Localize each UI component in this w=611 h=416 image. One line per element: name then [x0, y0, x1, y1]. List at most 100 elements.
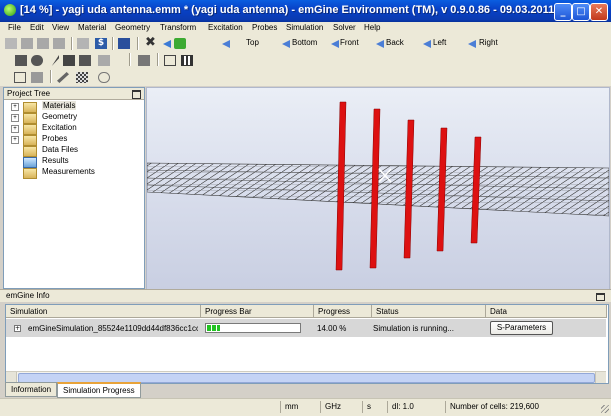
view-top-button[interactable]: Top	[246, 38, 259, 47]
scroll-thumb[interactable]	[18, 373, 595, 383]
new-file-icon[interactable]	[5, 38, 17, 49]
menu-edit[interactable]: Edit	[30, 23, 44, 32]
layer-icon[interactable]	[31, 72, 43, 83]
info-panel-header: emGine Info	[0, 289, 611, 302]
menu-view[interactable]: View	[52, 23, 70, 32]
menu-bar: File Edit View Material Geometry Transfo…	[0, 22, 611, 35]
view-top-icon[interactable]	[222, 40, 230, 48]
view-back-icon[interactable]	[376, 40, 384, 48]
box-icon[interactable]	[15, 55, 27, 66]
panel-restore-icon[interactable]	[596, 293, 605, 301]
close-icon: ✕	[594, 6, 604, 17]
check-icon[interactable]	[47, 55, 59, 66]
menu-transform[interactable]: Transform	[160, 23, 197, 32]
expand-icon[interactable]: +	[11, 136, 19, 144]
view-left-button[interactable]: Left	[433, 38, 447, 47]
save-icon[interactable]	[37, 38, 49, 49]
menu-file[interactable]: File	[8, 23, 21, 32]
col-header-simulation[interactable]: Simulation	[6, 305, 201, 318]
expand-icon[interactable]: +	[11, 125, 19, 133]
simulation-name: emGineSimulation_85524e1109dd44df836cc1c…	[28, 324, 198, 333]
close-button[interactable]: ✕	[590, 3, 608, 21]
tab-information[interactable]: Information	[5, 382, 57, 397]
yagi-elements	[335, 101, 482, 271]
mesh-icon[interactable]	[76, 72, 88, 83]
simulation-table: Simulation Progress Bar Progress Status …	[5, 304, 609, 384]
col-header-progress[interactable]: Progress	[314, 305, 372, 318]
refresh-view-icon[interactable]	[174, 38, 186, 49]
simulation-status: Simulation is running...	[373, 324, 454, 333]
status-unit-frequency: GHz	[320, 401, 359, 413]
probe-icon[interactable]	[164, 55, 176, 66]
minimize-button[interactable]: _	[554, 3, 572, 21]
frame-icon[interactable]	[14, 72, 26, 83]
target-icon[interactable]	[98, 72, 110, 83]
folder-icon	[23, 102, 37, 113]
view-left-icon[interactable]	[423, 40, 431, 48]
folder-icon	[23, 135, 37, 146]
expand-icon[interactable]: +	[11, 103, 19, 111]
horizontal-scrollbar[interactable]	[6, 371, 606, 383]
menu-geometry[interactable]: Geometry	[115, 23, 151, 32]
sphere-icon[interactable]	[31, 55, 43, 66]
menu-probes[interactable]: Probes	[252, 23, 278, 32]
port-icon[interactable]	[138, 55, 150, 66]
menu-material[interactable]: Material	[78, 23, 107, 32]
delete-icon[interactable]: ✖	[145, 35, 156, 50]
toolbar-main: $ ✖ Top Bottom Front Back Left Right	[0, 35, 611, 52]
col-header-status[interactable]: Status	[372, 305, 486, 318]
folder-icon	[23, 168, 37, 179]
progress-percent: 14.00 %	[317, 324, 347, 333]
driven-element	[369, 108, 381, 269]
open-file-icon[interactable]	[21, 38, 33, 49]
reflector-element	[335, 101, 347, 271]
progress-bar-fill	[207, 325, 220, 331]
project-tree-panel: Project Tree + Materials + Geometry + Ex…	[3, 87, 145, 289]
progress-bar	[205, 323, 301, 333]
view-bottom-button[interactable]: Bottom	[292, 38, 318, 47]
status-bar: mm GHz s dl: 1.0 Number of cells: 219,60…	[0, 398, 611, 416]
scroll-left-button[interactable]	[6, 372, 17, 383]
view-right-button[interactable]: Right	[479, 38, 498, 47]
status-unit-time: s	[362, 401, 387, 413]
menu-simulation[interactable]: Simulation	[286, 23, 324, 32]
menu-excitation[interactable]: Excitation	[208, 23, 243, 32]
s-parameters-button[interactable]: S-Parameters	[490, 321, 553, 335]
director-element-1	[403, 119, 415, 259]
maximize-icon: □	[576, 6, 586, 17]
table-row[interactable]: + emGineSimulation_85524e1109dd44df836cc…	[6, 319, 606, 337]
folder-icon	[23, 113, 37, 124]
cylinder-icon[interactable]	[63, 55, 75, 66]
settings-icon[interactable]: $	[95, 38, 107, 49]
scroll-right-button[interactable]	[595, 372, 606, 383]
tools-icon[interactable]	[57, 72, 69, 83]
view-front-icon[interactable]	[331, 40, 339, 48]
grid-icon[interactable]	[181, 55, 193, 66]
toolbar-tools	[0, 68, 611, 86]
view-right-icon[interactable]	[468, 40, 476, 48]
maximize-button[interactable]: □	[572, 3, 590, 21]
director-element-3	[470, 136, 482, 244]
resize-grip-icon[interactable]	[601, 405, 609, 413]
expand-icon[interactable]: +	[11, 114, 19, 122]
minimize-icon: _	[560, 6, 566, 17]
status-dl: dl: 1.0	[387, 401, 444, 413]
tab-simulation-progress[interactable]: Simulation Progress	[57, 382, 141, 398]
menu-help[interactable]: Help	[364, 23, 381, 32]
col-header-data[interactable]: Data	[486, 305, 607, 318]
cube-icon[interactable]	[79, 55, 91, 66]
3d-viewport[interactable]	[146, 87, 610, 290]
director-element-2	[436, 127, 448, 252]
menu-solver[interactable]: Solver	[333, 23, 356, 32]
save-all-icon[interactable]	[53, 38, 65, 49]
row-expand-icon[interactable]: +	[14, 325, 21, 332]
wire-icon[interactable]	[98, 55, 110, 66]
col-header-progress-bar[interactable]: Progress Bar	[201, 305, 314, 318]
view-front-button[interactable]: Front	[340, 38, 359, 47]
project-icon[interactable]	[118, 38, 130, 49]
view-bottom-icon[interactable]	[282, 40, 290, 48]
view-back-button[interactable]: Back	[386, 38, 404, 47]
print-icon[interactable]	[77, 38, 89, 49]
panel-restore-icon[interactable]	[132, 90, 141, 99]
undo-arrow-icon[interactable]	[163, 40, 171, 48]
